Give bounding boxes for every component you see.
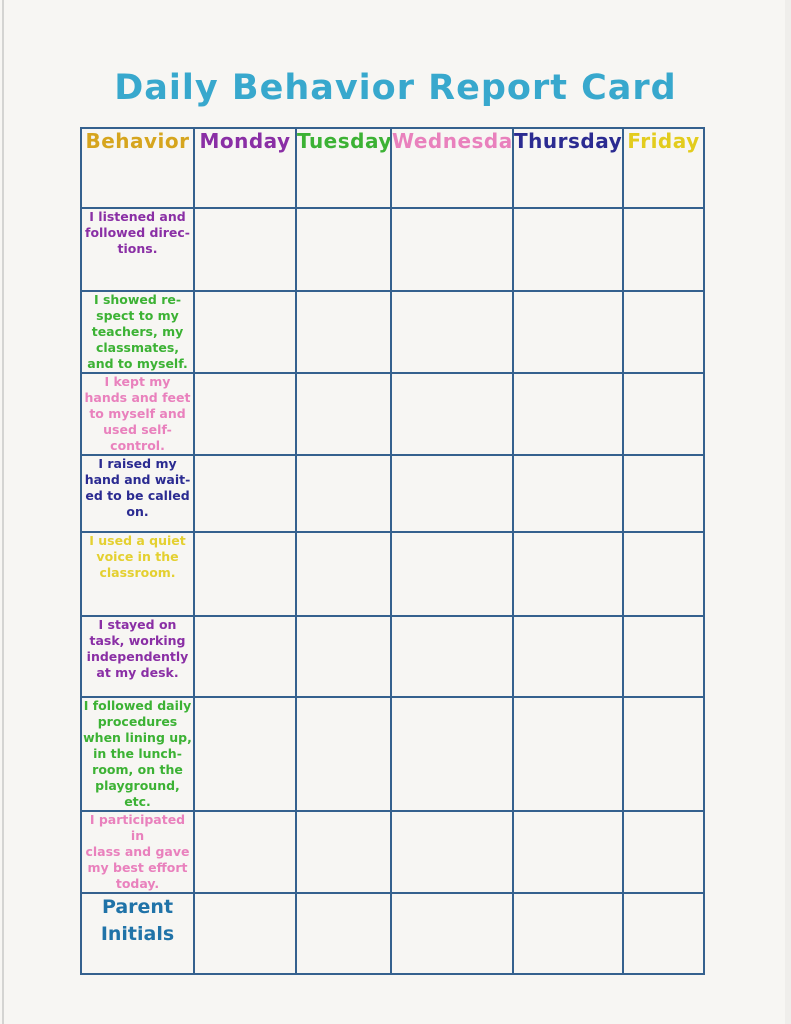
col-header-friday: Friday	[622, 127, 705, 209]
day-cell	[390, 892, 514, 975]
day-cell	[622, 207, 705, 292]
day-cell	[390, 531, 514, 617]
day-cell	[295, 454, 392, 533]
day-cell	[622, 290, 705, 374]
day-cell	[193, 810, 297, 894]
day-cell	[390, 207, 514, 292]
scan-edge-right	[785, 0, 791, 1024]
day-cell	[193, 531, 297, 617]
table-row: I showed re- spect to my teachers, my cl…	[80, 290, 705, 374]
day-cell	[295, 290, 392, 374]
day-cell	[295, 207, 392, 292]
table-row: I kept my hands and feet to myself and u…	[80, 372, 705, 456]
day-cell	[512, 615, 624, 698]
table-header-row: Behavior Monday Tuesday Wednesday Thursd…	[80, 127, 705, 209]
day-cell	[622, 810, 705, 894]
behavior-label-raised-hand: I raised my hand and wait- ed to be call…	[80, 454, 195, 533]
table-row: I listened and followed direc- tions.	[80, 207, 705, 292]
day-cell	[295, 892, 392, 975]
day-cell	[295, 696, 392, 812]
day-cell	[512, 207, 624, 292]
table-row: I stayed on task, working independently …	[80, 615, 705, 698]
day-cell	[193, 454, 297, 533]
page-title: Daily Behavior Report Card	[114, 68, 677, 108]
day-cell	[512, 810, 624, 894]
day-cell	[622, 372, 705, 456]
day-cell	[295, 810, 392, 894]
day-cell	[512, 892, 624, 975]
col-header-behavior: Behavior	[80, 127, 195, 209]
day-cell	[512, 372, 624, 456]
day-cell	[295, 615, 392, 698]
day-cell	[193, 372, 297, 456]
behavior-label-quiet-voice: I used a quiet voice in the classroom.	[80, 531, 195, 617]
behavior-label-respect: I showed re- spect to my teachers, my cl…	[80, 290, 195, 374]
day-cell	[295, 372, 392, 456]
day-cell	[390, 696, 514, 812]
scan-edge-left	[2, 0, 4, 1024]
day-cell	[622, 615, 705, 698]
table-row: I raised my hand and wait- ed to be call…	[80, 454, 705, 533]
day-cell	[390, 615, 514, 698]
behavior-label-participated: I participated in class and gave my best…	[80, 810, 195, 894]
day-cell	[390, 810, 514, 894]
day-cell	[390, 290, 514, 374]
day-cell	[193, 207, 297, 292]
day-cell	[295, 531, 392, 617]
day-cell	[622, 531, 705, 617]
day-cell	[512, 696, 624, 812]
parent-initials-label: Parent Initials	[80, 892, 195, 975]
day-cell	[390, 372, 514, 456]
col-header-tuesday: Tuesday	[295, 127, 392, 209]
day-cell	[193, 290, 297, 374]
behavior-label-listened: I listened and followed direc- tions.	[80, 207, 195, 292]
day-cell	[512, 290, 624, 374]
day-cell	[512, 454, 624, 533]
day-cell	[622, 454, 705, 533]
behavior-label-hands-feet: I kept my hands and feet to myself and u…	[80, 372, 195, 456]
behavior-label-stayed-on-task: I stayed on task, working independently …	[80, 615, 195, 698]
day-cell	[622, 892, 705, 975]
day-cell	[512, 531, 624, 617]
col-header-thursday: Thursday	[512, 127, 624, 209]
day-cell	[622, 696, 705, 812]
col-header-wednesday: Wednesday	[390, 127, 514, 209]
day-cell	[390, 454, 514, 533]
day-cell	[193, 892, 297, 975]
table-row: I used a quiet voice in the classroom.	[80, 531, 705, 617]
behavior-label-procedures: I followed daily procedures when lining …	[80, 696, 195, 812]
col-header-monday: Monday	[193, 127, 297, 209]
day-cell	[193, 696, 297, 812]
day-cell	[193, 615, 297, 698]
table-footer-row: Parent Initials	[80, 892, 705, 975]
table-row: I participated in class and gave my best…	[80, 810, 705, 894]
table-row: I followed daily procedures when lining …	[80, 696, 705, 812]
behavior-report-table: Behavior Monday Tuesday Wednesday Thursd…	[80, 127, 705, 975]
